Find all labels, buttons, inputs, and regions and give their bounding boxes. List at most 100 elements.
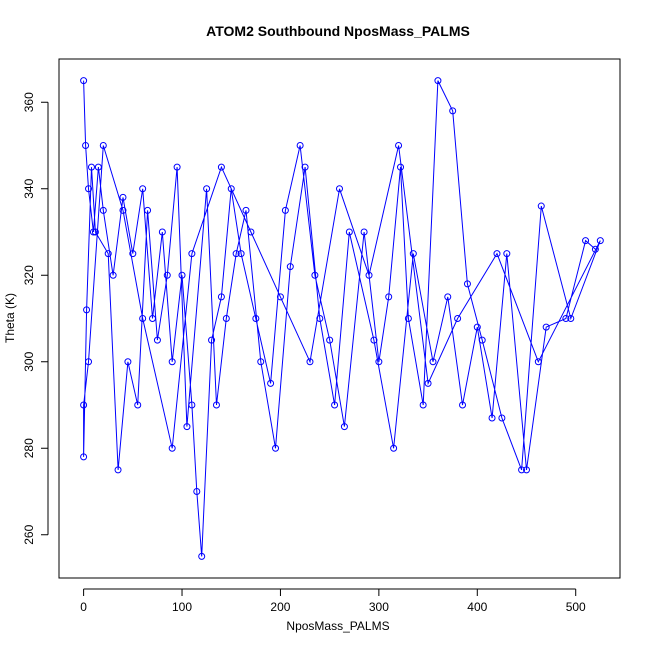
x-axis-label: NposMass_PALMS	[286, 619, 389, 633]
data-point	[493, 250, 501, 258]
data-point	[390, 444, 398, 452]
data-point	[119, 193, 127, 201]
data-point	[87, 163, 95, 171]
data-point	[232, 250, 240, 258]
data-point	[409, 250, 417, 258]
data-point	[237, 250, 245, 258]
data-point	[114, 466, 122, 474]
data-point	[188, 401, 196, 409]
data-point	[281, 206, 289, 214]
data-point	[82, 142, 90, 149]
data-point	[419, 401, 427, 409]
data-point	[454, 315, 462, 322]
data-point	[183, 423, 191, 431]
data-point	[208, 336, 216, 344]
data-point	[83, 306, 91, 314]
data-point	[80, 77, 88, 85]
data-point	[375, 358, 383, 366]
data-point	[503, 250, 511, 258]
data-point	[91, 228, 99, 236]
y-tick-label: 280	[22, 438, 36, 458]
data-point	[370, 336, 378, 344]
data-point	[168, 358, 176, 366]
data-point	[134, 401, 142, 409]
data-point	[397, 163, 405, 171]
data-point	[276, 293, 284, 301]
data-point	[257, 358, 265, 366]
data-point	[478, 336, 486, 344]
data-point	[203, 185, 211, 193]
data-point	[163, 271, 171, 279]
data-point	[591, 245, 599, 253]
data-point	[252, 315, 260, 322]
series-line	[83, 80, 601, 557]
data-point	[311, 271, 319, 279]
data-point	[99, 142, 107, 149]
x-tick-label: 100	[172, 600, 192, 614]
y-axis: 260 280 300 320 340 360	[22, 92, 49, 545]
y-tick-label: 320	[22, 265, 36, 285]
data-point	[449, 107, 457, 115]
data-point	[498, 414, 506, 422]
data-point	[463, 280, 471, 288]
data-point	[173, 163, 181, 171]
data-point	[85, 185, 93, 193]
data-point	[217, 163, 225, 171]
data-point	[459, 401, 467, 409]
data-point	[345, 228, 353, 236]
data-point	[395, 142, 403, 149]
data-point	[385, 293, 393, 301]
data-point	[119, 206, 127, 214]
chart-title: ATOM2 Southbound NposMass_PALMS	[206, 23, 470, 39]
y-axis-label: Theta (K)	[3, 293, 17, 343]
data-point	[149, 315, 156, 322]
y-tick-label: 340	[22, 178, 36, 198]
data-point	[217, 293, 225, 301]
data-point	[139, 315, 147, 322]
data-point	[129, 250, 137, 258]
data-point	[404, 315, 412, 322]
data-point	[144, 206, 152, 214]
data-point	[301, 163, 309, 171]
data-point	[534, 358, 542, 366]
data-point	[227, 185, 235, 193]
data-point	[523, 466, 530, 474]
data-point	[124, 358, 132, 366]
data-point	[336, 185, 343, 193]
plot-frame	[58, 58, 621, 579]
data-point	[562, 315, 570, 322]
data-point	[360, 228, 368, 236]
data-point	[80, 401, 88, 409]
y-tick-label: 300	[22, 351, 36, 371]
data-point	[473, 323, 481, 331]
data-point	[158, 228, 166, 236]
data-point	[296, 142, 304, 149]
data-point	[444, 293, 452, 301]
x-tick-label: 300	[369, 600, 389, 614]
data-point	[193, 488, 201, 495]
data-point	[247, 228, 255, 236]
data-point	[306, 358, 314, 366]
data-point	[94, 163, 102, 171]
data-point	[488, 414, 496, 422]
y-tick-label: 260	[22, 524, 36, 544]
data-point	[178, 271, 186, 279]
data-point	[542, 323, 550, 331]
data-point	[89, 228, 97, 236]
data-point	[537, 202, 545, 210]
data-point	[596, 237, 604, 245]
data-point	[567, 315, 575, 322]
data-point	[109, 271, 117, 279]
data-point	[340, 423, 348, 431]
data-point	[518, 466, 526, 474]
data-point	[153, 336, 161, 344]
data-point	[424, 379, 432, 387]
y-tick-label: 360	[22, 92, 36, 112]
data-point	[272, 444, 280, 452]
data-point	[212, 401, 220, 409]
x-tick-label: 0	[80, 600, 87, 614]
data-point	[85, 358, 93, 366]
data-point	[222, 315, 230, 322]
data-point	[139, 185, 147, 193]
